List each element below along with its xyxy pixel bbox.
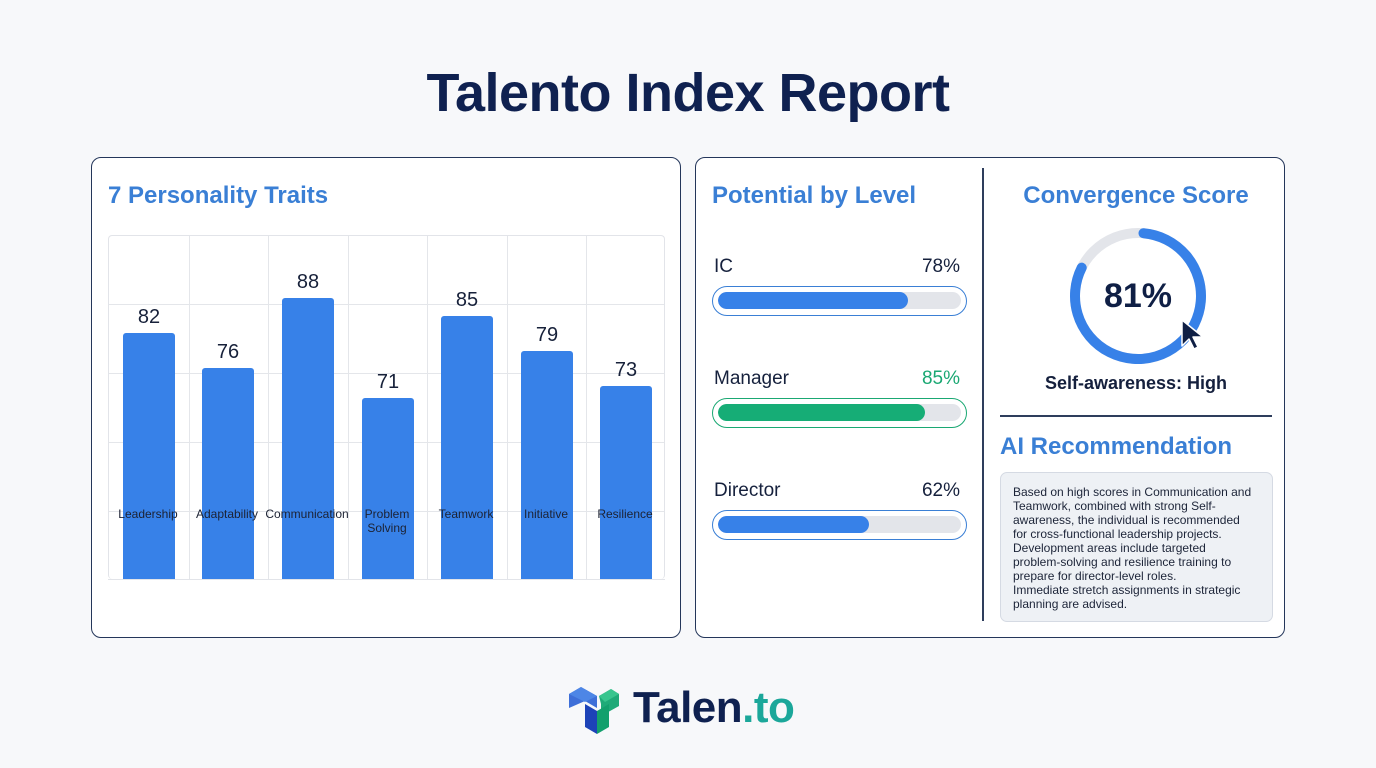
traits-title: 7 Personality Traits xyxy=(108,182,329,209)
bar-category-label: Communication xyxy=(265,507,349,521)
progress-bar-ic xyxy=(712,286,967,316)
bar-resilience xyxy=(600,386,652,579)
bar-problem-solving xyxy=(362,398,414,579)
donut-ring xyxy=(1070,228,1206,364)
bar-teamwork xyxy=(441,316,493,579)
progress-track xyxy=(718,516,961,533)
brand-logo: Talen.to xyxy=(567,680,795,736)
bar-adaptability xyxy=(202,368,254,579)
recommendation-line: for cross-functional leadership projects… xyxy=(1013,527,1222,541)
bar-category-label: Leadership xyxy=(118,507,178,521)
level-percent-manager: 85% xyxy=(921,368,960,389)
gridline xyxy=(189,236,190,579)
gridline xyxy=(348,236,349,579)
progress-fill xyxy=(718,292,908,309)
convergence-title: Convergence Score xyxy=(1023,182,1249,209)
page-title: Talento Index Report xyxy=(426,63,950,123)
bar-category-label: Teamwork xyxy=(438,507,494,521)
level-percent-ic: 78% xyxy=(921,256,960,277)
gridline xyxy=(268,236,269,579)
chart-baseline xyxy=(108,579,665,580)
self-awareness-label: Self-awareness: High xyxy=(1044,373,1228,393)
recommendation-line: Based on high scores in Communication an… xyxy=(1013,485,1252,499)
bar-category-label: Adaptability xyxy=(195,507,259,521)
level-label-manager: Manager xyxy=(714,368,789,389)
recommendation-line: planning are advised. xyxy=(1013,597,1128,611)
progress-bar-manager xyxy=(712,398,967,428)
recommendation-line: problem-solving and resilience training … xyxy=(1013,555,1232,569)
bar-communication xyxy=(282,298,334,579)
bar-leadership xyxy=(123,333,175,579)
recommendation-line: prepare for director-level roles. xyxy=(1013,569,1177,583)
bar-value-label: 79 xyxy=(535,324,559,346)
recommendation-line: Immediate stretch assignments in strateg… xyxy=(1013,583,1241,597)
gridline xyxy=(427,236,428,579)
gridline xyxy=(586,236,587,579)
brand-suffix: .to xyxy=(742,683,795,732)
bar-category-label: Resilience xyxy=(597,507,653,521)
mouse-cursor-icon xyxy=(1181,319,1204,350)
bar-value-label: 88 xyxy=(296,271,320,293)
convergence-score-value: 81% xyxy=(1103,277,1173,315)
level-label-director: Director xyxy=(714,480,781,501)
progress-fill xyxy=(718,404,925,421)
gridline xyxy=(109,373,664,374)
bar-value-label: 73 xyxy=(614,359,638,381)
brand-main: Talen xyxy=(633,683,743,732)
level-label-ic: IC xyxy=(714,256,733,277)
ai-recommendation-title: AI Recommendation xyxy=(1000,433,1233,460)
progress-fill xyxy=(718,516,869,533)
convergence-donut: 81% xyxy=(1067,225,1209,367)
personality-traits-panel: 7 Personality Traits 82 76 88 71 85 79 73 Lead… xyxy=(91,157,681,638)
progress-track xyxy=(718,404,961,421)
gridline xyxy=(507,236,508,579)
bar-value-label: 71 xyxy=(376,371,400,393)
bar-category-label: Initiative xyxy=(523,507,569,521)
bar-category-label: Problem Solving xyxy=(364,507,410,535)
recommendation-line: Teamwork, combined with strong Self- xyxy=(1013,499,1216,513)
bar-value-label: 85 xyxy=(455,289,479,311)
horizontal-divider xyxy=(1000,415,1272,417)
insights-panel: Potential by Level IC 78% Manager 85% Direct… xyxy=(695,157,1285,638)
level-percent-director: 62% xyxy=(921,480,960,501)
potential-title: Potential by Level xyxy=(712,182,917,209)
gridline xyxy=(109,304,664,305)
bar-value-label: 82 xyxy=(137,306,161,328)
progress-track xyxy=(718,292,961,309)
recommendation-line: Development areas include targeted xyxy=(1013,541,1206,555)
bar-initiative xyxy=(521,351,573,579)
vertical-divider xyxy=(982,168,984,621)
brand-wordmark: Talen.to xyxy=(633,683,795,733)
recommendation-line: awareness, the individual is recommended xyxy=(1013,513,1240,527)
ai-recommendation-text: Based on high scores in Communication an… xyxy=(1000,472,1273,622)
bar-value-label: 76 xyxy=(216,341,240,363)
progress-bar-director xyxy=(712,510,967,540)
talento-logo-icon xyxy=(569,687,619,734)
traits-bar-chart: 82 76 88 71 85 79 73 xyxy=(108,235,665,579)
